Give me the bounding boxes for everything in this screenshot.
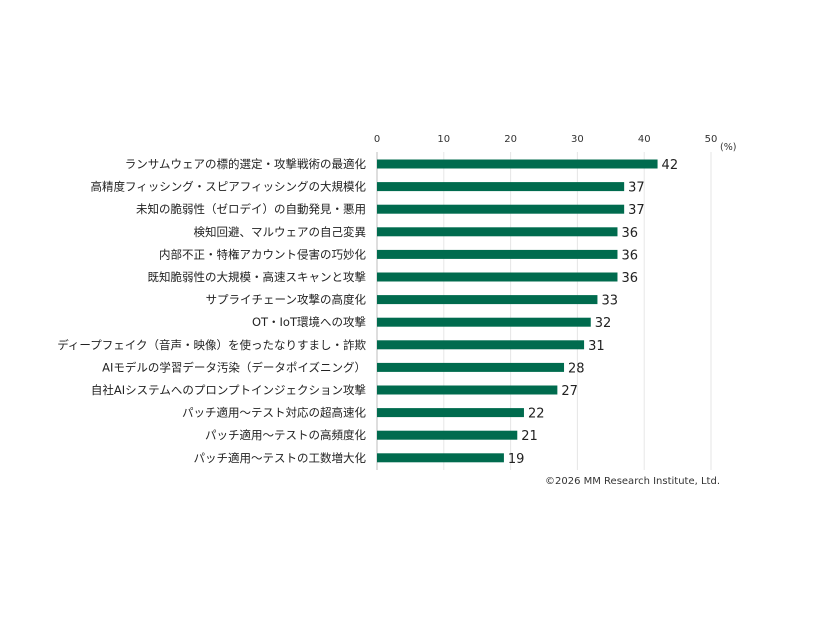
- value-label: 22: [528, 407, 545, 422]
- category-label: パッチ適用～テストの工数増大化: [194, 451, 367, 465]
- bar: [377, 182, 625, 192]
- x-tick-label: 40: [638, 134, 651, 145]
- x-tick-label: 50: [705, 134, 718, 145]
- x-tick-label: 20: [504, 134, 517, 145]
- category-label: 未知の脆弱性（ゼロデイ）の自動発見・悪用: [136, 202, 366, 216]
- category-label: ディープフェイク（音声・映像）を使ったなりすまし・詐欺: [57, 338, 366, 352]
- category-label: AIモデルの学習データ汚染（データポイズニング）: [102, 360, 366, 374]
- value-label: 32: [595, 316, 612, 331]
- category-label: 内部不正・特権アカウント侵害の巧妙化: [159, 247, 366, 261]
- value-label: 21: [521, 429, 538, 444]
- bars: [377, 159, 658, 463]
- category-label: 高精度フィッシング・スピアフィッシングの大規模化: [90, 180, 366, 194]
- value-label: 36: [621, 226, 638, 241]
- x-axis-ticks: 0 10 20 30 40 50: [374, 134, 718, 145]
- value-label: 36: [621, 271, 638, 286]
- category-label: サプライチェーン攻撃の高度化: [206, 293, 367, 307]
- bar: [377, 204, 625, 214]
- category-label: OT・IoT環境への攻撃: [252, 315, 366, 329]
- category-label: 既知脆弱性の大規模・高速スキャンと攻撃: [148, 270, 367, 284]
- bar: [377, 453, 504, 463]
- bar: [377, 249, 618, 259]
- bar: [377, 272, 618, 282]
- unit-label: (%): [720, 142, 736, 153]
- value-label: 33: [601, 294, 618, 309]
- category-label: ランサムウェアの標的選定・攻撃戦術の最適化: [125, 157, 367, 171]
- bar: [377, 385, 558, 395]
- category-labels: ランサムウェアの標的選定・攻撃戦術の最適化高精度フィッシング・スピアフィッシング…: [57, 157, 366, 465]
- value-label: 19: [508, 452, 525, 467]
- value-label: 28: [568, 361, 585, 376]
- value-label: 31: [588, 339, 605, 354]
- category-label: 自社AIシステムへのプロンプトインジェクション攻撃: [91, 383, 366, 397]
- bar: [377, 340, 585, 350]
- value-label: 27: [561, 384, 578, 399]
- gridlines: [376, 152, 712, 470]
- value-label: 37: [628, 203, 645, 218]
- x-tick-label: 10: [437, 134, 450, 145]
- x-tick-label: 0: [374, 134, 380, 145]
- x-tick-label: 30: [571, 134, 584, 145]
- value-label: 42: [662, 158, 679, 173]
- category-label: パッチ適用～テストの高頻度化: [205, 428, 366, 442]
- bar: [377, 295, 598, 305]
- copyright-credit: ©2026 MM Research Institute, Ltd.: [545, 476, 720, 487]
- bar: [377, 430, 518, 440]
- bar: [377, 408, 524, 418]
- category-label: 検知回避、マルウェアの自己変異: [194, 225, 367, 239]
- value-label: 36: [621, 248, 638, 263]
- category-label: パッチ適用～テスト対応の超高速化: [182, 406, 366, 420]
- bar: [377, 227, 618, 237]
- bar: [377, 317, 591, 327]
- bar: [377, 362, 565, 372]
- bar: [377, 159, 658, 169]
- value-label: 37: [628, 181, 645, 196]
